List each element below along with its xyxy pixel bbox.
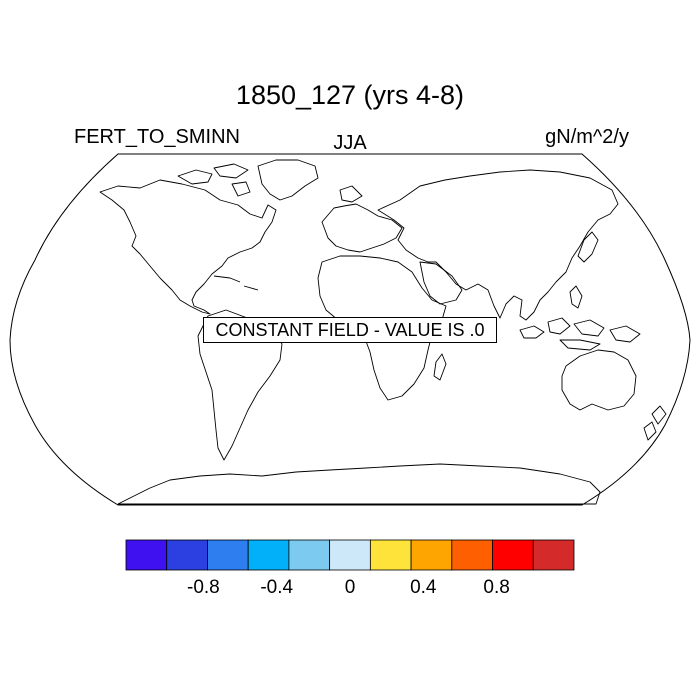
madagascar-coast bbox=[433, 353, 447, 381]
map-outline bbox=[9, 153, 691, 506]
arabia-coast bbox=[419, 261, 463, 305]
colorbar-swatch bbox=[492, 539, 534, 571]
colorbar-swatch bbox=[166, 539, 208, 571]
philippines-coast bbox=[569, 285, 583, 309]
colorbar-tick-label: -0.8 bbox=[187, 577, 220, 598]
plot-title: 1850_127 (yrs 4-8) bbox=[235, 80, 465, 110]
colorbar-swatch bbox=[329, 539, 371, 571]
colorbar-tick-label: 0.4 bbox=[410, 577, 437, 598]
constant-field-message: CONSTANT FIELD - VALUE IS .0 bbox=[203, 317, 497, 343]
north-america-coast bbox=[99, 179, 277, 315]
colorbar-swatch bbox=[532, 539, 575, 571]
colorbar-tick-label: 0.8 bbox=[483, 577, 510, 598]
colorbar-swatch bbox=[451, 539, 493, 571]
japan-coast bbox=[577, 231, 599, 263]
asia-coast bbox=[377, 169, 619, 321]
australia-coast bbox=[561, 349, 637, 411]
units-label: gN/m^2/y bbox=[545, 126, 629, 148]
colorbar-swatch bbox=[247, 539, 290, 571]
season-label: JJA bbox=[333, 132, 367, 154]
colorbar-tick-label: -0.4 bbox=[260, 577, 294, 598]
antarctica-coast bbox=[117, 463, 601, 505]
coastlines bbox=[99, 159, 667, 505]
colorbar-swatch bbox=[125, 539, 168, 571]
europe-coast bbox=[321, 185, 403, 253]
colorbar-swatch bbox=[207, 539, 249, 571]
colorbar-swatch bbox=[410, 539, 453, 571]
new-zealand-coast bbox=[643, 405, 667, 441]
arctic-islands-coast bbox=[177, 163, 251, 197]
colorbar-tick-label: 0 bbox=[344, 577, 356, 598]
colorbar-swatch bbox=[288, 539, 331, 571]
caribbean-coast bbox=[213, 275, 259, 291]
colorbar-swatch bbox=[369, 539, 412, 571]
variable-label: FERT_TO_SMINN bbox=[74, 126, 240, 148]
greenland-coast bbox=[257, 159, 319, 201]
indonesia-coast bbox=[519, 317, 641, 351]
